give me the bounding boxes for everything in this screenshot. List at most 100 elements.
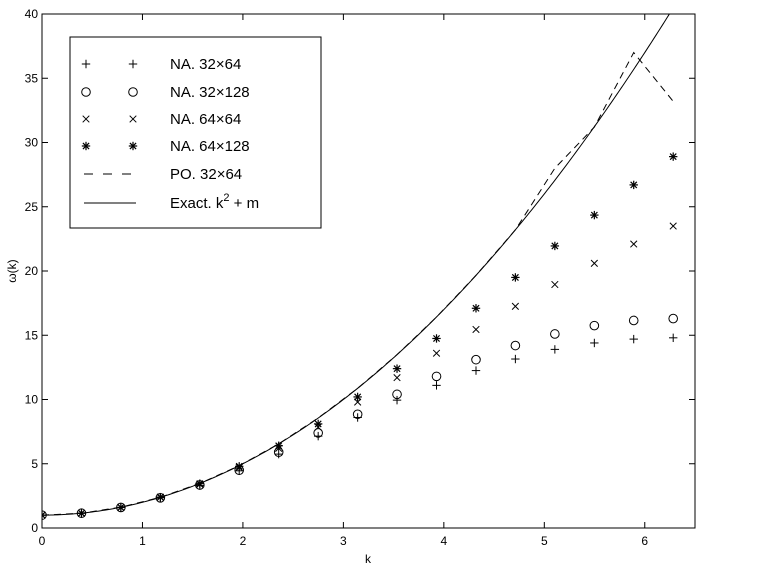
data-point bbox=[511, 354, 520, 364]
legend-marker bbox=[81, 59, 91, 69]
legend-label: PO. 32×64 bbox=[170, 166, 242, 183]
marker-stroke bbox=[42, 514, 46, 519]
data-point bbox=[313, 419, 323, 429]
data-point bbox=[589, 320, 600, 331]
marker-stroke bbox=[432, 334, 441, 342]
data-point bbox=[432, 349, 441, 357]
marker-stroke bbox=[275, 442, 283, 450]
axes: 0 1 2 3 4 5 6 0 5 10 15 20 25 30 35 40 bbox=[25, 7, 695, 548]
marker-stroke bbox=[314, 420, 322, 428]
y-tick-label: 25 bbox=[25, 200, 39, 214]
data-point bbox=[630, 240, 638, 248]
marker-stroke bbox=[630, 240, 638, 248]
data-point bbox=[392, 389, 402, 400]
data-point bbox=[392, 364, 402, 373]
data-point bbox=[668, 152, 678, 161]
legend-label-prefix: NA. 64 bbox=[170, 111, 216, 128]
legend-label-suffix: + m bbox=[229, 195, 259, 212]
po-dashed-line bbox=[42, 51, 674, 516]
y-tick-label: 0 bbox=[31, 521, 38, 535]
x-tick-label: 3 bbox=[340, 534, 347, 548]
legend-marker bbox=[128, 87, 138, 97]
marker-stroke bbox=[630, 181, 638, 189]
legend-label-prefix: PO. 32 bbox=[170, 166, 217, 183]
y-axis-label: ω(k) bbox=[5, 259, 19, 282]
marker-stroke bbox=[551, 242, 559, 250]
legend-label-prefix: Exact. k bbox=[170, 195, 224, 212]
marker-stroke bbox=[511, 273, 519, 281]
marker-stroke bbox=[472, 325, 480, 334]
legend-marker bbox=[129, 115, 137, 123]
legend-label-suffix: 64 bbox=[225, 166, 242, 183]
data-point bbox=[590, 338, 599, 348]
data-point bbox=[550, 345, 560, 354]
data-point bbox=[510, 340, 521, 351]
data-point bbox=[392, 395, 402, 405]
data-point bbox=[629, 180, 638, 190]
y-tick-label: 5 bbox=[31, 457, 38, 471]
marker-stroke bbox=[393, 365, 401, 373]
y-tick-label: 40 bbox=[25, 7, 39, 21]
legend-label-superscript: 2 bbox=[223, 192, 229, 204]
legend-label: NA. 64×64 bbox=[170, 111, 241, 128]
x-axis-label: k bbox=[365, 552, 372, 566]
marker-stroke bbox=[393, 374, 401, 382]
data-point bbox=[235, 462, 244, 471]
legend-entry: NA. 64×128 bbox=[81, 138, 250, 155]
data-point bbox=[393, 374, 401, 382]
data-point bbox=[471, 366, 481, 375]
x-tick-label: 5 bbox=[541, 534, 548, 548]
legend-label-times: × bbox=[216, 84, 225, 101]
plot-area bbox=[42, 14, 678, 520]
legend-label-prefix: NA. 32 bbox=[170, 56, 216, 73]
marker-stroke bbox=[432, 349, 441, 357]
data-point bbox=[669, 222, 677, 230]
marker-stroke bbox=[511, 302, 520, 310]
data-point bbox=[432, 334, 441, 343]
data-point bbox=[511, 273, 520, 282]
legend-label: Exact. k2 + m bbox=[170, 192, 259, 212]
data-point bbox=[550, 241, 560, 251]
y-tick-label: 35 bbox=[25, 71, 39, 85]
x-tick-label: 2 bbox=[240, 534, 247, 548]
data-point bbox=[668, 333, 678, 343]
legend-label-suffix: 64 bbox=[225, 56, 242, 73]
legend-label-prefix: NA. 64 bbox=[170, 138, 216, 155]
legend-box bbox=[69, 36, 322, 229]
data-point bbox=[353, 392, 362, 402]
legend-marker bbox=[82, 115, 90, 123]
marker-stroke bbox=[129, 142, 137, 150]
legend-label: NA. 64×128 bbox=[170, 138, 250, 155]
marker-stroke bbox=[82, 142, 90, 150]
legend-label-suffix: 128 bbox=[225, 138, 250, 155]
marker-stroke bbox=[669, 222, 677, 230]
y-tick-label: 30 bbox=[25, 136, 39, 150]
data-point bbox=[472, 325, 480, 334]
marker-stroke bbox=[669, 153, 677, 161]
data-point bbox=[668, 313, 678, 324]
x-tick-label: 6 bbox=[641, 534, 648, 548]
legend-entry: Exact. k2 + m bbox=[84, 192, 259, 212]
marker-stroke bbox=[590, 259, 598, 267]
legend-entry: NA. 32×64 bbox=[81, 56, 242, 73]
data-point bbox=[550, 329, 560, 339]
data-point bbox=[590, 210, 599, 220]
marker-stroke bbox=[472, 304, 480, 312]
y-tick-label: 10 bbox=[25, 393, 39, 407]
x-tick-label: 4 bbox=[441, 534, 448, 548]
y-tick-label: 15 bbox=[25, 328, 39, 342]
marker-stroke bbox=[82, 115, 90, 123]
data-point bbox=[313, 428, 323, 438]
data-point bbox=[629, 334, 638, 344]
marker-stroke bbox=[129, 115, 137, 123]
legend-marker bbox=[128, 59, 138, 69]
legend-label-times: × bbox=[216, 111, 225, 128]
legend-entry: NA. 64×64 bbox=[82, 111, 241, 128]
legend-marker bbox=[128, 141, 138, 151]
legend-entry: PO. 32×64 bbox=[84, 166, 242, 183]
legend-label-times: × bbox=[216, 138, 225, 155]
legend-marker bbox=[81, 87, 91, 97]
y-tick-label: 20 bbox=[25, 264, 39, 278]
legend-label-suffix: 64 bbox=[225, 111, 242, 128]
